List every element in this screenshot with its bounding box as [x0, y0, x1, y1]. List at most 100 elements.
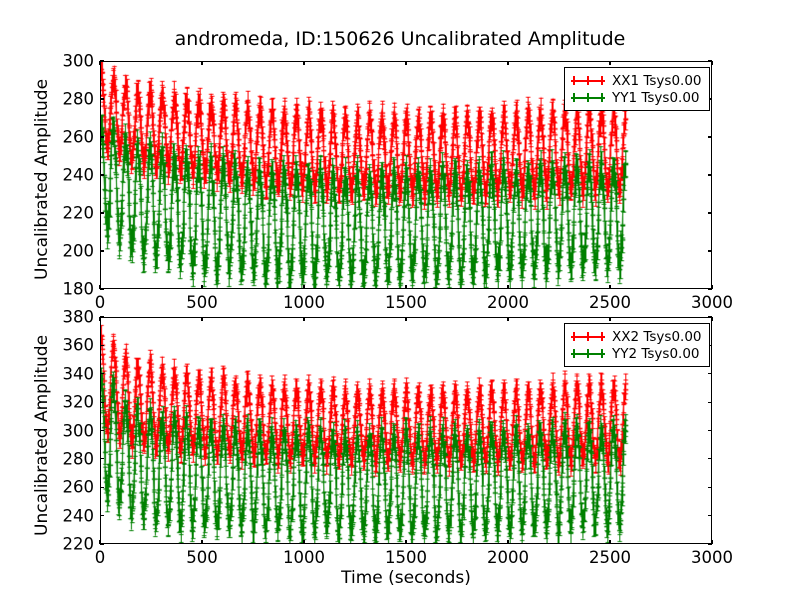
- legend-marker-errorbar-icon: [571, 74, 605, 87]
- legend-label-xx2: XX2 Tsys0.00: [612, 328, 702, 345]
- x-tick: [405, 317, 407, 321]
- x-tick: [303, 540, 305, 544]
- y-tick: [100, 60, 104, 62]
- y-tick: [708, 136, 712, 138]
- y-tick: [708, 543, 712, 545]
- legend-item-yy2[interactable]: YY2 Tsys0.00: [571, 345, 702, 362]
- x-tick: [201, 540, 203, 544]
- y-tick-label: 340: [62, 364, 95, 384]
- x-tick: [711, 317, 713, 321]
- legend-label-yy1: YY1 Tsys0.00: [612, 89, 700, 106]
- y-tick: [100, 212, 104, 214]
- y-tick: [100, 344, 104, 346]
- y-tick: [100, 250, 104, 252]
- x-tick: [405, 285, 407, 289]
- x-tick: [609, 540, 611, 544]
- x-tick: [201, 317, 203, 321]
- legend-label-yy2: YY2 Tsys0.00: [612, 345, 700, 362]
- legend-item-xx2[interactable]: XX2 Tsys0.00: [571, 328, 702, 345]
- y-tick: [708, 98, 712, 100]
- x-tick: [507, 317, 509, 321]
- y-tick: [100, 543, 104, 545]
- x-tick-label: 500: [186, 548, 218, 567]
- page-title: andromeda, ID:150626 Uncalibrated Amplit…: [174, 28, 626, 50]
- y-tick: [708, 373, 712, 375]
- y-tick-label: 280: [62, 449, 95, 469]
- x-tick: [711, 61, 713, 65]
- y-tick-label: 300: [62, 51, 95, 71]
- x-tick-label: 0: [94, 293, 106, 312]
- y-axis-label-top: Uncalibrated Amplitude: [32, 78, 52, 280]
- x-tick-label: 3000: [691, 293, 733, 312]
- y-tick-label: 360: [62, 335, 95, 355]
- x-tick-label: 2000: [487, 293, 529, 312]
- y-tick: [100, 136, 104, 138]
- x-tick-label: 1000: [283, 293, 325, 312]
- x-tick: [711, 285, 713, 289]
- x-tick-label: 1500: [385, 293, 427, 312]
- y-tick-label: 240: [62, 506, 95, 526]
- x-tick: [609, 317, 611, 321]
- x-tick-label: 2500: [589, 293, 631, 312]
- x-tick: [99, 61, 101, 65]
- x-tick: [405, 540, 407, 544]
- x-tick: [609, 61, 611, 65]
- y-tick-label: 280: [62, 89, 95, 109]
- y-tick-label: 320: [62, 392, 95, 412]
- x-tick: [507, 540, 509, 544]
- y-tick: [100, 429, 104, 432]
- y-tick: [100, 316, 104, 318]
- x-tick-label: 1000: [283, 548, 325, 567]
- legend-top[interactable]: XX1 Tsys0.00 YY1 Tsys0.00: [564, 67, 710, 111]
- y-tick: [708, 174, 712, 176]
- y-tick-label: 240: [62, 165, 95, 185]
- legend-marker-errorbar-icon: [571, 347, 605, 360]
- y-tick-label: 260: [62, 477, 95, 497]
- x-tick: [201, 61, 203, 65]
- legend-bottom[interactable]: XX2 Tsys0.00 YY2 Tsys0.00: [564, 323, 710, 367]
- legend-item-yy1[interactable]: YY1 Tsys0.00: [571, 89, 702, 106]
- y-tick: [100, 515, 104, 517]
- y-tick: [708, 60, 712, 62]
- y-tick-label: 300: [62, 421, 95, 440]
- x-tick: [609, 285, 611, 289]
- y-tick: [100, 98, 104, 100]
- x-tick: [201, 285, 203, 289]
- legend-item-xx1[interactable]: XX1 Tsys0.00: [571, 72, 702, 89]
- y-tick: [708, 344, 712, 346]
- y-tick-label: 220: [62, 534, 95, 554]
- y-tick-label: 260: [62, 127, 95, 147]
- x-tick: [507, 285, 509, 289]
- y-tick: [708, 250, 712, 252]
- y-tick-label: 180: [62, 279, 95, 299]
- y-axis-label-bottom: Uncalibrated Amplitude: [32, 334, 52, 536]
- x-tick: [99, 317, 101, 321]
- y-tick: [708, 486, 712, 488]
- x-tick-label: 2500: [589, 548, 631, 567]
- y-tick-label: 220: [62, 203, 95, 223]
- y-tick: [100, 373, 104, 375]
- y-tick: [708, 288, 712, 290]
- x-tick: [303, 61, 305, 65]
- y-tick-label: 200: [62, 241, 95, 261]
- x-tick-label: 0: [94, 548, 106, 567]
- x-tick-label: 500: [186, 293, 218, 312]
- y-tick: [100, 458, 104, 460]
- y-tick: [100, 174, 104, 176]
- x-tick: [507, 61, 509, 65]
- x-tick: [303, 285, 305, 289]
- x-tick-label: 3000: [691, 548, 733, 567]
- y-tick: [708, 458, 712, 460]
- x-axis-label: Time (seconds): [341, 568, 471, 588]
- y-tick: [708, 316, 712, 318]
- legend-label-xx1: XX1 Tsys0.00: [612, 72, 702, 89]
- y-tick: [708, 515, 712, 517]
- y-tick-label: 380: [62, 307, 95, 327]
- x-tick-label: 1500: [385, 548, 427, 567]
- legend-marker-errorbar-icon: [571, 91, 605, 104]
- y-tick: [708, 212, 712, 214]
- x-tick: [303, 317, 305, 321]
- legend-marker-errorbar-icon: [571, 330, 605, 343]
- y-tick: [708, 401, 712, 403]
